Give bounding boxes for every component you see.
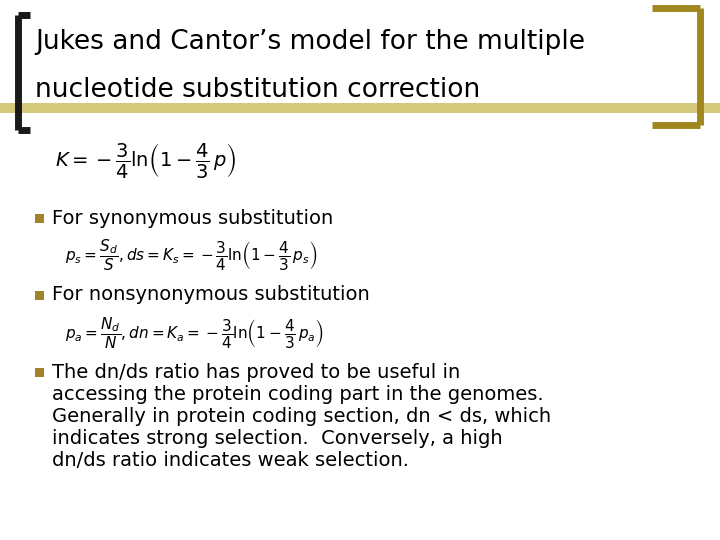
Bar <box>35 213 44 222</box>
Text: Jukes and Cantor’s model for the multiple: Jukes and Cantor’s model for the multipl… <box>35 29 585 55</box>
Text: Generally in protein coding section, dn < ds, which: Generally in protein coding section, dn … <box>52 407 551 426</box>
Text: For nonsynonymous substitution: For nonsynonymous substitution <box>52 286 370 305</box>
Text: For synonymous substitution: For synonymous substitution <box>52 208 333 227</box>
Bar <box>35 368 44 376</box>
Bar <box>35 291 44 300</box>
Text: indicates strong selection.  Conversely, a high: indicates strong selection. Conversely, … <box>52 429 503 448</box>
Text: dn/ds ratio indicates weak selection.: dn/ds ratio indicates weak selection. <box>52 450 409 469</box>
Text: accessing the protein coding part in the genomes.: accessing the protein coding part in the… <box>52 384 544 403</box>
Text: $K = -\dfrac{3}{4}\ln\!\left(1 - \dfrac{4}{3}\,p\right)$: $K = -\dfrac{3}{4}\ln\!\left(1 - \dfrac{… <box>55 140 237 179</box>
Text: nucleotide substitution correction: nucleotide substitution correction <box>35 77 480 103</box>
Text: The dn/ds ratio has proved to be useful in: The dn/ds ratio has proved to be useful … <box>52 362 460 381</box>
Text: $p_a = \dfrac{N_d}{N},dn = K_a = -\dfrac{3}{4}\ln\!\left(1 - \dfrac{4}{3}\,p_a\r: $p_a = \dfrac{N_d}{N},dn = K_a = -\dfrac… <box>65 315 324 351</box>
Text: $p_s = \dfrac{S_d}{S},ds = K_s = -\dfrac{3}{4}\ln\!\left(1 - \dfrac{4}{3}\,p_s\r: $p_s = \dfrac{S_d}{S},ds = K_s = -\dfrac… <box>65 237 318 273</box>
Bar <box>0 103 720 113</box>
